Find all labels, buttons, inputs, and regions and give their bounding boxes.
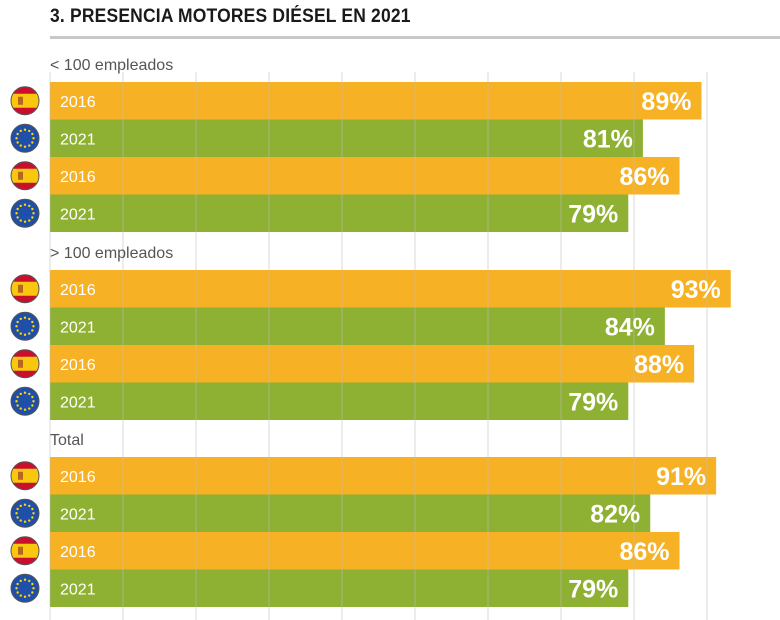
- bar-spain: [50, 345, 695, 383]
- year-label: 2016: [60, 282, 96, 299]
- value-label: 84%: [605, 313, 655, 341]
- eu-flag-icon: [10, 123, 40, 153]
- value-label: 82%: [590, 500, 640, 528]
- value-label: 86%: [619, 538, 669, 566]
- bar-eu: [50, 382, 629, 420]
- labels-layer: < 100 empleados 2016 89% 2021 81% 2016 86% 2021…: [10, 57, 721, 603]
- value-label: 79%: [568, 388, 618, 416]
- value-label: 79%: [568, 575, 618, 603]
- eu-flag-icon: [10, 311, 40, 341]
- value-label: 93%: [671, 276, 721, 304]
- spain-flag-icon: [10, 86, 40, 116]
- year-label: 2021: [60, 319, 96, 336]
- value-label: 81%: [583, 125, 633, 153]
- year-label: 2016: [60, 544, 96, 561]
- bar-eu: [50, 194, 629, 232]
- bar-spain: [50, 532, 680, 570]
- bar-eu: [50, 494, 651, 532]
- year-label: 2021: [60, 506, 96, 523]
- year-label: 2016: [60, 469, 96, 486]
- value-label: 88%: [634, 351, 684, 379]
- bar-eu: [50, 119, 643, 157]
- spain-flag-icon: [10, 349, 40, 379]
- spain-flag-icon: [10, 536, 40, 566]
- chart-title: 3. PRESENCIA MOTORES DIÉSEL EN 2021: [50, 6, 411, 27]
- year-label: 2021: [60, 206, 96, 223]
- year-label: 2016: [60, 169, 96, 186]
- year-label: 2021: [60, 131, 96, 148]
- eu-flag-icon: [10, 498, 40, 528]
- year-label: 2016: [60, 357, 96, 374]
- eu-flag-icon: [10, 386, 40, 416]
- group-label: > 100 empleados: [50, 245, 173, 262]
- eu-flag-icon: [10, 573, 40, 603]
- year-label: 2021: [60, 581, 96, 598]
- bar-spain: [50, 457, 717, 495]
- title-divider: [50, 36, 780, 39]
- value-label: 89%: [641, 88, 691, 116]
- bar-eu: [50, 569, 629, 607]
- bar-spain: [50, 82, 702, 120]
- bar-eu: [50, 307, 665, 345]
- spain-flag-icon: [10, 461, 40, 491]
- value-label: 91%: [656, 463, 706, 491]
- group-label: < 100 empleados: [50, 57, 173, 74]
- year-label: 2016: [60, 94, 96, 111]
- year-label: 2021: [60, 394, 96, 411]
- bar-spain: [50, 157, 680, 195]
- eu-flag-icon: [10, 198, 40, 228]
- gridlines: [49, 72, 708, 620]
- bar-spain: [50, 270, 731, 308]
- bars-layer: [50, 82, 731, 607]
- value-label: 79%: [568, 200, 618, 228]
- spain-flag-icon: [10, 274, 40, 304]
- group-label: Total: [50, 432, 84, 449]
- spain-flag-icon: [10, 161, 40, 191]
- value-label: 86%: [619, 163, 669, 191]
